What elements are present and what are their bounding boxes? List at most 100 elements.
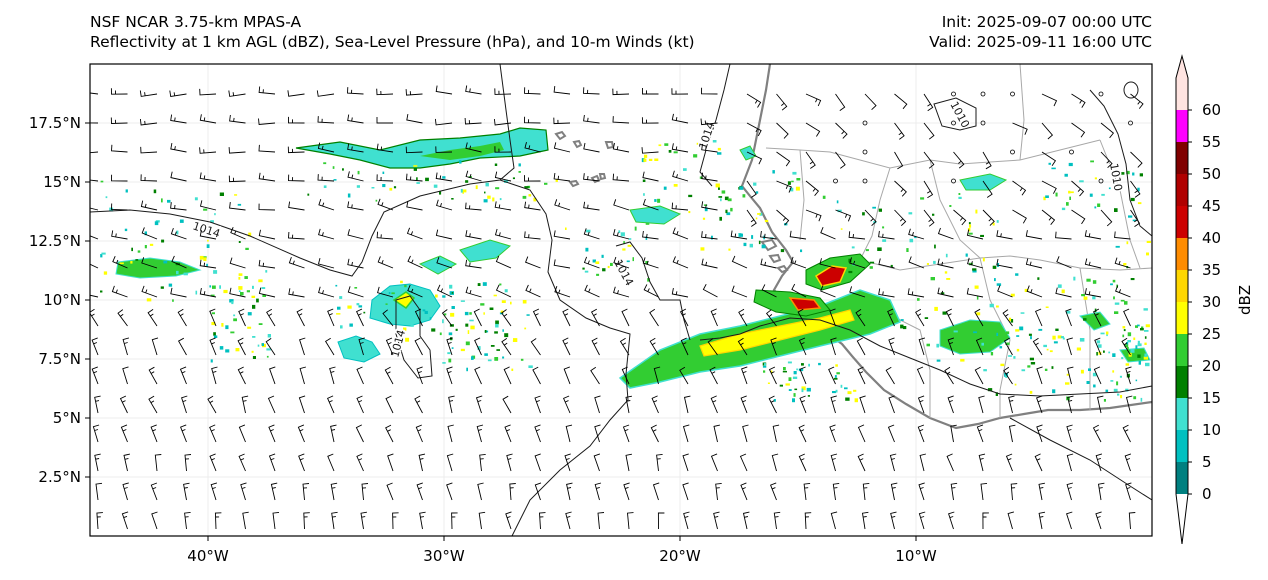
wind-barb [1012, 209, 1027, 224]
reflectivity-speckle [195, 290, 198, 295]
wind-barb [804, 512, 812, 530]
reflectivity-speckle [755, 191, 759, 194]
wind-barb [612, 228, 630, 240]
reflectivity-speckle [933, 260, 936, 264]
reflectivity-speckle [1113, 388, 1118, 392]
reflectivity-speckle [779, 384, 783, 387]
reflectivity-speckle [323, 162, 327, 165]
reflectivity-speckle [791, 180, 794, 183]
reflectivity-speckle [442, 362, 446, 364]
reflectivity-speckle [1123, 329, 1126, 332]
wind-barb [597, 512, 605, 530]
lon-tick-label: 40°W [187, 547, 229, 565]
reflectivity-speckle [958, 193, 961, 195]
wind-barb [761, 284, 777, 298]
reflectivity-speckle [252, 356, 256, 359]
reflectivity-speckle [1016, 348, 1020, 352]
wind-barb [710, 453, 718, 472]
wind-barb [857, 424, 866, 443]
wind-barb [436, 284, 453, 298]
wind-barb [835, 151, 846, 169]
wind-barb [701, 258, 718, 269]
reflectivity-speckle [783, 367, 786, 371]
wind-barb [566, 482, 573, 501]
reflectivity-speckle [1108, 351, 1111, 354]
reflectivity-speckle [100, 254, 103, 258]
wind-barb [446, 482, 453, 501]
reflectivity-speckle [425, 177, 429, 182]
reflectivity-speckle [996, 283, 1002, 286]
reflectivity-speckle [796, 368, 798, 371]
reflectivity-speckle [1038, 328, 1043, 331]
wind-barb [347, 87, 364, 95]
wind-barb [327, 308, 335, 327]
wind-barb [151, 511, 158, 530]
reflectivity-speckle [890, 264, 893, 268]
wind-barb [770, 337, 777, 356]
wind-barb [583, 201, 600, 211]
reflectivity-speckle [261, 287, 266, 289]
reflectivity-speckle [920, 197, 925, 200]
reflectivity-speckle [643, 193, 645, 196]
wind-barb [830, 337, 837, 356]
wind-barb [347, 201, 364, 211]
wind-barb [170, 227, 187, 240]
wind-barb [945, 308, 954, 327]
reflectivity-speckle [522, 300, 527, 304]
wind-barb [835, 122, 848, 139]
wind-barb [1055, 231, 1072, 240]
reflectivity-speckle [451, 292, 454, 294]
reflectivity-speckle [100, 180, 104, 183]
wind-barb [742, 424, 749, 443]
wind-barb [776, 180, 792, 193]
reflectivity-speckle [818, 362, 821, 366]
wind-barb [583, 142, 600, 153]
wind-barb [296, 308, 305, 327]
reflectivity-speckle [721, 190, 726, 194]
reflectivity-speckle [1120, 395, 1123, 399]
reflectivity-speckle [1086, 278, 1091, 282]
wind-barb [791, 283, 807, 298]
wind-barb [477, 482, 484, 501]
wind-barb [760, 230, 777, 240]
reflectivity-speckle [976, 312, 981, 316]
wind-barb [298, 453, 305, 472]
reflectivity-speckle [932, 213, 935, 216]
reflectivity-speckle [382, 184, 386, 188]
wind-barb [830, 453, 838, 472]
wind-barb [820, 285, 836, 298]
reflectivity-speckle [1055, 328, 1059, 331]
reflectivity-speckle [1009, 317, 1012, 322]
wind-barb [1041, 209, 1056, 225]
wind-barb [358, 337, 365, 356]
reflectivity-speckle [782, 370, 787, 373]
wind-barb [915, 308, 925, 327]
wind-barb [975, 337, 984, 356]
reflectivity-speckle [762, 365, 767, 368]
reflectivity-speckle [601, 254, 604, 258]
reflectivity-speckle [851, 246, 855, 249]
wind-barb [819, 258, 836, 269]
reflectivity-speckle [1083, 318, 1087, 321]
reflectivity-speckle [257, 344, 260, 347]
wind-barb [418, 453, 426, 472]
reflectivity-speckle [658, 144, 662, 147]
reflectivity-speckle [926, 343, 930, 347]
wind-barb [258, 86, 276, 95]
colorbar-tick-label: 45 [1202, 197, 1221, 215]
wind-barb [739, 453, 748, 472]
reflectivity-speckle [755, 217, 758, 220]
wind-barb [772, 424, 780, 443]
reflectivity-speckle [524, 186, 529, 189]
wind-barb [199, 259, 217, 269]
wind-barb [267, 395, 276, 414]
reflectivity-speckle [451, 306, 455, 309]
wind-barb [376, 174, 394, 182]
reflectivity-speckle [433, 184, 438, 188]
wind-barb [1094, 337, 1102, 356]
reflectivity-speckle [1095, 316, 1100, 320]
reflectivity-speckle [627, 244, 632, 247]
reflectivity-speckle [1144, 353, 1147, 357]
wind-barb [918, 511, 926, 530]
reflectivity-speckle [1143, 308, 1148, 311]
